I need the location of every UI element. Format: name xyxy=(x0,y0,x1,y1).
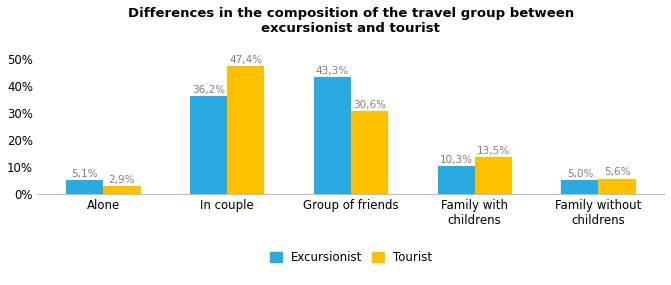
Text: 47,4%: 47,4% xyxy=(229,55,262,65)
Bar xyxy=(351,111,388,194)
Text: 13,5%: 13,5% xyxy=(476,146,510,156)
Title: Differences in the composition of the travel group between
excursionist and tour: Differences in the composition of the tr… xyxy=(128,7,574,35)
Bar xyxy=(66,180,103,194)
Bar xyxy=(474,157,512,194)
Text: 5,1%: 5,1% xyxy=(72,169,98,179)
Text: 10,3%: 10,3% xyxy=(440,155,472,165)
Text: 30,6%: 30,6% xyxy=(353,100,386,110)
Bar xyxy=(190,96,227,194)
Bar xyxy=(437,166,474,194)
Text: 2,9%: 2,9% xyxy=(109,175,136,185)
Bar xyxy=(103,186,140,194)
Bar xyxy=(562,180,599,194)
Legend: Excursionist, Tourist: Excursionist, Tourist xyxy=(266,248,435,268)
Text: 43,3%: 43,3% xyxy=(316,66,349,76)
Text: 5,6%: 5,6% xyxy=(604,167,630,177)
Bar xyxy=(314,77,351,194)
Text: 36,2%: 36,2% xyxy=(192,85,225,95)
Bar xyxy=(227,66,264,194)
Bar xyxy=(599,179,635,194)
Text: 5,0%: 5,0% xyxy=(567,169,593,179)
